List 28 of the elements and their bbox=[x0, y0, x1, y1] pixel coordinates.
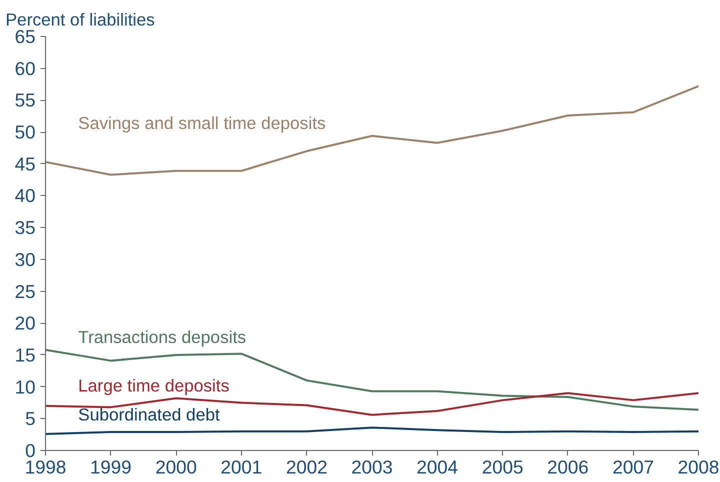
y-tick-label: 10 bbox=[14, 376, 36, 398]
y-tick-label: 60 bbox=[14, 58, 36, 79]
x-tick-label: 1999 bbox=[90, 456, 132, 478]
x-tick-label: 2004 bbox=[416, 456, 458, 478]
y-tick-label: 45 bbox=[14, 153, 36, 174]
series-label: Savings and small time deposits bbox=[78, 112, 326, 133]
x-tick-label: 2001 bbox=[220, 456, 262, 478]
x-tick-label: 2000 bbox=[155, 456, 197, 478]
x-tick-label: 2005 bbox=[482, 456, 524, 478]
y-tick-label: 5 bbox=[25, 408, 36, 430]
series-label: Subordinated debt bbox=[78, 404, 220, 425]
x-tick-label: 2007 bbox=[612, 456, 654, 478]
series-label: Large time deposits bbox=[78, 375, 230, 396]
y-tick-label: 50 bbox=[14, 122, 36, 143]
y-tick-label: 25 bbox=[14, 280, 36, 302]
x-tick-label: 2006 bbox=[547, 456, 589, 478]
series-label: Transactions deposits bbox=[78, 326, 246, 347]
y-tick-label: 40 bbox=[14, 185, 36, 206]
line-series bbox=[46, 426, 698, 435]
line-series bbox=[46, 85, 698, 176]
x-tick-label: 2003 bbox=[351, 456, 393, 478]
y-tick-label: 20 bbox=[14, 312, 36, 334]
y-tick-label: 55 bbox=[14, 90, 36, 111]
x-tick-label: 2008 bbox=[678, 456, 720, 478]
y-tick-label: 15 bbox=[14, 344, 36, 366]
x-tick-label: 2002 bbox=[286, 456, 328, 478]
y-tick-label: 35 bbox=[14, 217, 36, 238]
y-tick-label: 30 bbox=[14, 248, 36, 270]
